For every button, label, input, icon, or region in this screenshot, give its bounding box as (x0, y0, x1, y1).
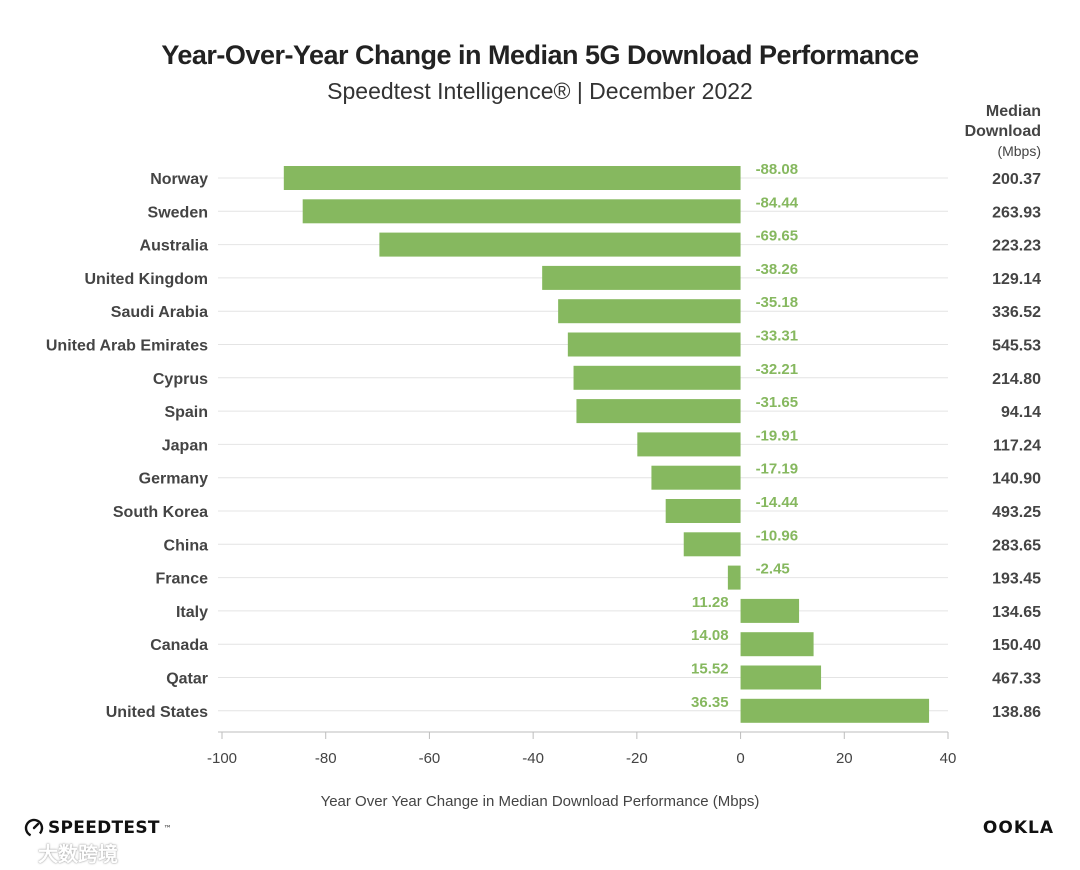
bar (740, 632, 814, 657)
bar (283, 166, 741, 190)
median-download-values: 200.37 263.93 223.23 129.14 336.52 545.53 214.… (992, 171, 1041, 721)
bar (573, 365, 741, 390)
median-header-line: (Mbps) (997, 143, 1041, 159)
category-label: France (156, 571, 209, 588)
median-download-value: 214.80 (992, 371, 1041, 388)
bar (683, 532, 741, 557)
bar (637, 432, 741, 457)
x-tick-label: -20 (626, 750, 648, 767)
median-download-value: 140.90 (992, 471, 1041, 488)
median-download-value: 467.33 (992, 671, 1041, 688)
x-tick-label: -100 (207, 750, 237, 767)
value-label: -35.18 (756, 294, 799, 311)
category-label: Canada (150, 637, 208, 654)
median-header-line: Median (986, 103, 1041, 120)
value-label: -84.44 (756, 194, 799, 211)
median-download-value: 223.23 (992, 238, 1041, 255)
category-label: Japan (162, 437, 208, 454)
bar (379, 232, 741, 257)
chart-title: Year-Over-Year Change in Median 5G Downl… (161, 40, 919, 70)
bar (558, 299, 741, 324)
category-label: Spain (164, 404, 208, 421)
x-axis: -100 -80 -60 -40 -20 0 20 40 (207, 731, 957, 767)
bar (651, 465, 741, 490)
median-download-value: 193.45 (992, 571, 1041, 588)
median-download-value: 493.25 (992, 504, 1041, 521)
value-label: 14.08 (691, 627, 729, 644)
speedometer-icon (24, 818, 44, 838)
value-labels: -88.08 -84.44 -69.65 -38.26 -35.18 -33.31 -32.… (691, 161, 799, 711)
bar (740, 698, 930, 723)
value-label: -14.44 (756, 494, 799, 511)
x-axis-title: Year Over Year Change in Median Download… (321, 793, 760, 810)
bar (740, 598, 800, 623)
category-label: Australia (140, 238, 209, 255)
bar (727, 565, 741, 590)
median-download-value: 138.86 (992, 704, 1041, 721)
median-download-value: 134.65 (992, 604, 1041, 621)
bar (567, 332, 741, 357)
value-label: -10.96 (756, 527, 799, 544)
x-tick-label: 40 (940, 750, 957, 767)
value-label: 36.35 (691, 694, 729, 711)
bar (740, 665, 822, 690)
x-tick-label: -40 (522, 750, 544, 767)
category-label: China (164, 537, 209, 554)
median-download-value: 129.14 (992, 271, 1041, 288)
category-label: Norway (150, 171, 208, 188)
watermark-logo-icon (8, 845, 32, 860)
value-label: 11.28 (692, 594, 729, 611)
median-download-value: 150.40 (992, 637, 1041, 654)
category-label: Italy (176, 604, 208, 621)
bars (283, 166, 930, 723)
category-label: United States (106, 704, 208, 721)
category-label: United Kingdom (84, 271, 208, 288)
value-label: -19.91 (756, 427, 799, 444)
bar (665, 499, 741, 523)
median-download-value: 263.93 (992, 204, 1041, 221)
speedtest-logo: SPEEDTEST ™ (24, 818, 172, 838)
value-label: -17.19 (756, 461, 799, 478)
category-label: Cyprus (153, 371, 208, 388)
median-header-line: Download (965, 123, 1041, 140)
category-labels: Norway Sweden Australia United Kingdom Saudi… (46, 171, 208, 721)
median-download-value: 283.65 (992, 537, 1041, 554)
trademark-mark: ™ (163, 823, 173, 833)
category-label: Saudi Arabia (111, 304, 208, 321)
value-label: -32.21 (756, 361, 799, 378)
speedtest-wordmark: SPEEDTEST (48, 818, 160, 838)
median-download-value: 117.24 (993, 437, 1041, 454)
category-label: Qatar (166, 671, 208, 688)
category-label: United Arab Emirates (46, 338, 208, 355)
bar (542, 265, 741, 290)
watermark-text: 大数跨境 (38, 842, 118, 866)
category-label: South Korea (113, 504, 208, 521)
value-label: 15.52 (691, 661, 729, 678)
value-label: -33.31 (756, 328, 799, 345)
ookla-logo: OOKLA (982, 818, 1054, 838)
value-label: -2.45 (756, 561, 790, 578)
bar (302, 199, 741, 224)
x-tick-label: 0 (736, 750, 744, 767)
median-download-value: 200.37 (992, 171, 1041, 188)
value-label: -88.08 (756, 161, 799, 178)
median-download-value: 336.52 (992, 304, 1041, 321)
value-label: -31.65 (756, 394, 799, 411)
value-label: -38.26 (756, 261, 799, 278)
median-download-value: 545.53 (992, 338, 1041, 355)
category-label: Germany (139, 471, 208, 488)
bar (576, 399, 741, 424)
watermark: 大数跨境 (8, 838, 118, 867)
x-tick-label: -80 (315, 750, 337, 767)
x-tick-label: 20 (836, 750, 853, 767)
median-download-value: 94.14 (1001, 404, 1041, 421)
category-label: Sweden (148, 204, 208, 221)
x-tick-label: -60 (419, 750, 441, 767)
value-label: -69.65 (756, 228, 799, 245)
median-download-header: Median Download (Mbps) (965, 103, 1041, 159)
chart-subtitle: Speedtest Intelligence® | December 2022 (327, 78, 753, 104)
gridlines (218, 177, 948, 712)
